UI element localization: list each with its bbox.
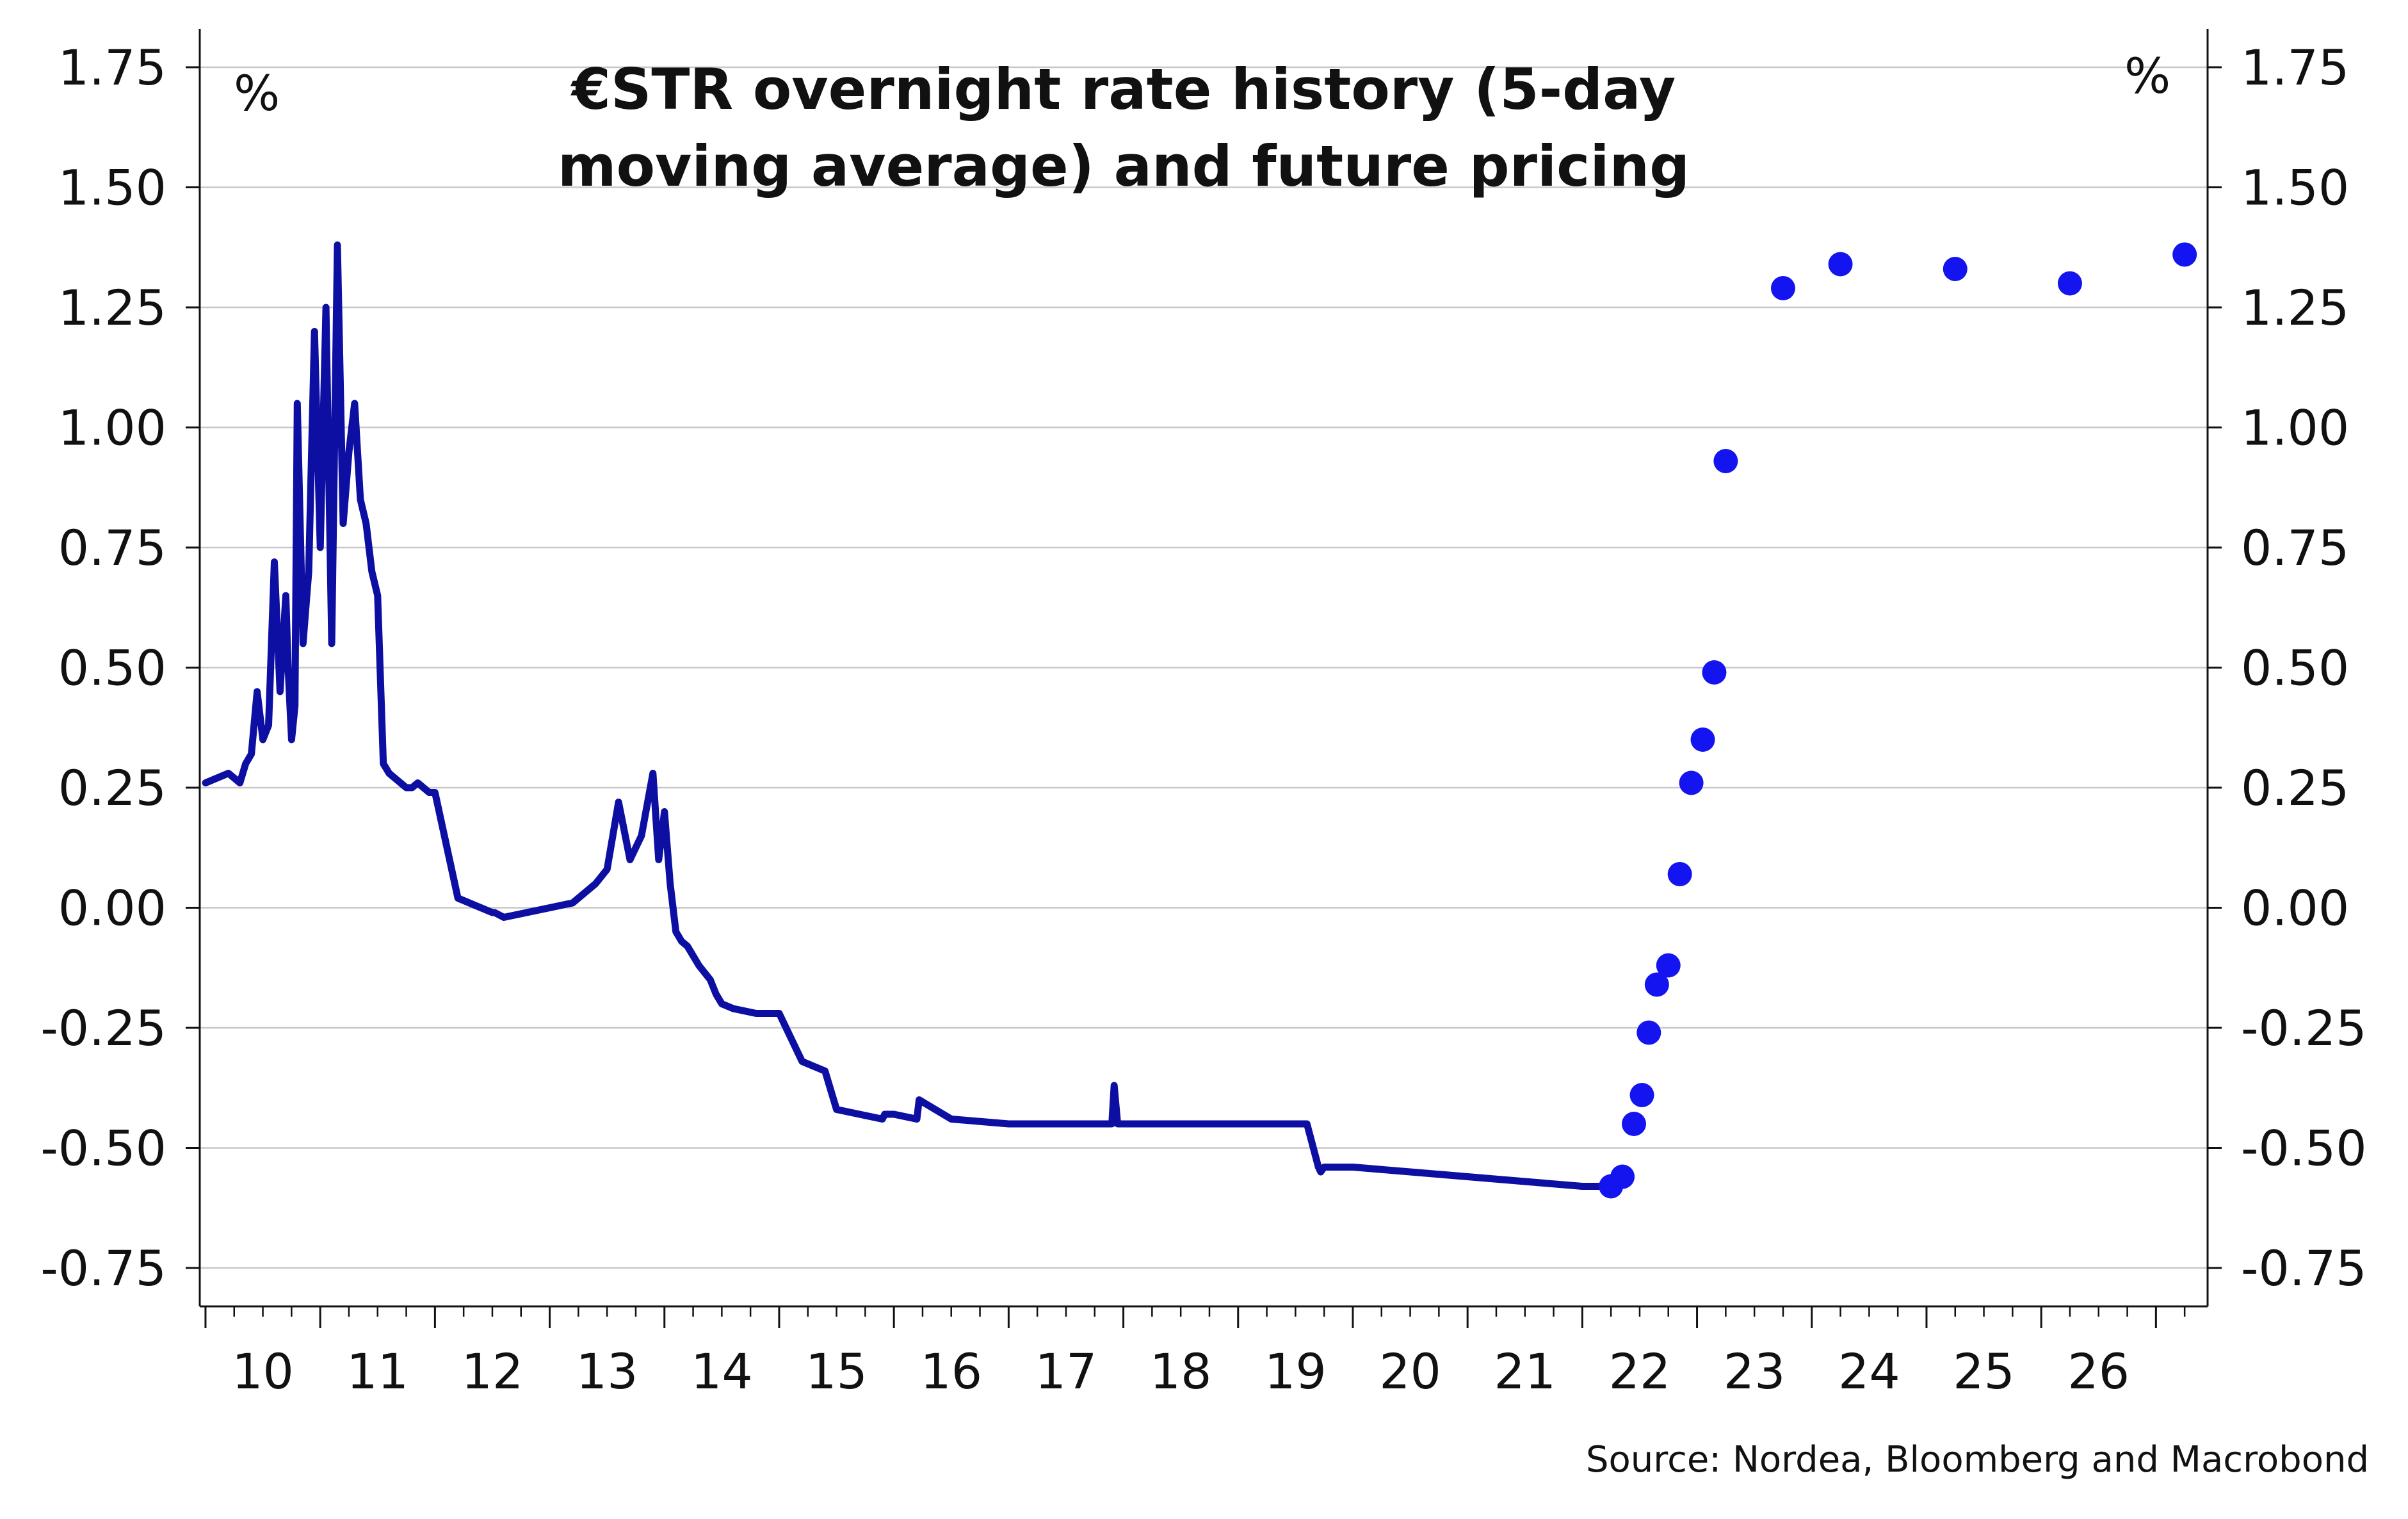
future-pricing-point — [1713, 449, 1738, 473]
y-tick-label-left: 0.75 — [58, 519, 166, 576]
future-pricing-point — [1644, 972, 1669, 997]
x-tick-label: 10 — [232, 1343, 294, 1400]
x-tick-label: 16 — [920, 1343, 982, 1400]
y-tick-label-left: -0.50 — [40, 1120, 166, 1177]
future-pricing-point — [1622, 1112, 1646, 1136]
series-layer — [202, 241, 2197, 1199]
x-tick-label: 21 — [1494, 1343, 1556, 1400]
y-unit-right: % — [2124, 47, 2170, 104]
x-tick-label: 26 — [2067, 1343, 2129, 1400]
chart-title-line-2: moving average) and future pricing — [558, 133, 1690, 199]
y-tick-label-right: -0.75 — [2241, 1240, 2367, 1297]
y-unit-left: % — [234, 65, 280, 122]
y-tick-label-right: -0.50 — [2241, 1120, 2367, 1177]
y-tick-label-left: -0.25 — [40, 1000, 166, 1057]
x-tick-label: 24 — [1838, 1343, 1900, 1400]
x-tick-label: 12 — [462, 1343, 524, 1400]
y-tick-label-left: 1.25 — [58, 279, 166, 336]
future-pricing-point — [2057, 271, 2082, 296]
future-pricing-point — [1636, 1020, 1661, 1045]
y-tick-label-right: 0.00 — [2241, 880, 2349, 937]
x-tick-labels: 10 11 12 13 14 15 16 17 18 19 20 21 22 23 24 25 26 — [232, 1343, 2129, 1400]
y-tick-label-left: 0.50 — [58, 640, 166, 697]
y-tick-label-right: 0.25 — [2241, 760, 2349, 816]
x-tick-label: 17 — [1035, 1343, 1097, 1400]
y-tick-label-left: 1.50 — [58, 159, 166, 216]
y-tick-label-right: 1.75 — [2241, 39, 2349, 96]
future-pricing-point — [1702, 660, 1727, 685]
future-pricing-point — [1667, 862, 1692, 886]
chart-title-line-1: €STR overnight rate history (5-day — [570, 56, 1676, 122]
future-pricing-point — [2172, 242, 2197, 267]
axes — [186, 29, 2222, 1328]
future-pricing-point — [1770, 276, 1795, 300]
grid-lines — [200, 66, 2208, 1269]
x-tick-label: 18 — [1150, 1343, 1212, 1400]
y-tick-label-right: 0.75 — [2241, 519, 2349, 576]
x-tick-label: 23 — [1724, 1343, 1786, 1400]
y-tick-label-left: 1.00 — [58, 400, 166, 457]
x-tick-label: 14 — [691, 1343, 753, 1400]
x-tick-label: 13 — [576, 1343, 638, 1400]
future-pricing-point — [1690, 727, 1715, 752]
y-tick-label-right: 0.50 — [2241, 640, 2349, 697]
x-tick-label: 11 — [346, 1343, 408, 1400]
x-tick-label: 20 — [1379, 1343, 1441, 1400]
future-pricing-point — [1679, 770, 1704, 795]
x-tick-label: 15 — [805, 1343, 868, 1400]
future-pricing-point — [1828, 252, 1853, 277]
future-pricing-point — [1943, 257, 1968, 281]
source-note: Source: Nordea, Bloomberg and Macrobond — [1586, 1439, 2369, 1481]
y-tick-label-right: 1.25 — [2241, 279, 2349, 336]
future-pricing-point — [1610, 1164, 1635, 1189]
y-tick-label-left: -0.75 — [40, 1240, 166, 1297]
y-tick-label-right: 1.00 — [2241, 400, 2349, 457]
y-tick-label-left: 1.75 — [58, 39, 166, 96]
future-pricing-point — [1629, 1083, 1654, 1107]
y-tick-label-left: 0.25 — [58, 760, 166, 816]
x-tick-label: 25 — [1953, 1343, 2015, 1400]
y-tick-label-left: 0.00 — [58, 880, 166, 937]
future-pricing-point — [1656, 953, 1681, 978]
y-tick-labels: 1.75 1.75 1.50 1.50 1.25 1.25 1.00 1.00 0.75 0.75… — [40, 39, 2366, 1297]
y-tick-label-right: 1.50 — [2241, 159, 2349, 216]
x-tick-label: 19 — [1265, 1343, 1327, 1400]
estr-history-line — [202, 241, 1609, 1190]
x-tick-label: 22 — [1609, 1343, 1671, 1400]
y-tick-label-right: -0.25 — [2241, 1000, 2367, 1057]
